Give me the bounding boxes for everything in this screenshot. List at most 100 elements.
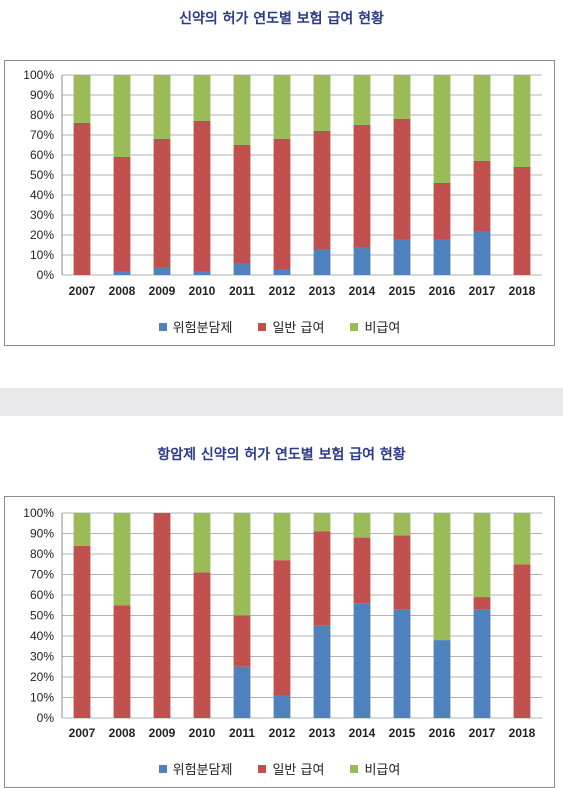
x-tick-label: 2011 bbox=[229, 284, 255, 298]
bar-segment-2018-series-3 bbox=[513, 75, 531, 167]
bar-segment-2014-series-1 bbox=[353, 247, 371, 275]
bar-segment-2017-series-1 bbox=[473, 231, 491, 275]
x-tick-label: 2008 bbox=[109, 284, 136, 298]
bar-segment-2012-series-1 bbox=[273, 269, 291, 275]
bar-segment-2014-series-3 bbox=[353, 513, 371, 538]
bar-segment-2016-series-1 bbox=[433, 640, 451, 718]
bar-segment-2011-series-2 bbox=[233, 145, 251, 263]
bar-segment-2012-series-2 bbox=[273, 560, 291, 696]
bar-segment-2009-series-3 bbox=[153, 75, 171, 139]
bar-segment-2010-series-1 bbox=[193, 271, 211, 275]
bar-segment-2013-series-2 bbox=[313, 531, 331, 626]
legend-label: 일반 급여 bbox=[272, 321, 325, 336]
bar-segment-2011-series-3 bbox=[233, 513, 251, 616]
y-tick-label: 10% bbox=[30, 691, 54, 705]
x-tick-label: 2018 bbox=[509, 726, 536, 740]
x-tick-label: 2008 bbox=[109, 726, 136, 740]
bar-segment-2017-series-2 bbox=[473, 597, 491, 610]
chart-frame: 0% 10% 20% 30% 40% 50% 60% 70% 80% 90% 100% 2007 200… bbox=[4, 496, 555, 788]
bar-segment-2010-series-2 bbox=[193, 572, 211, 718]
stacked-bar-chart: 0% 10% 20% 30% 40% 50% 60% 70% 80% 90% 100% 2007 200… bbox=[23, 506, 542, 740]
chart-title: 신약의 허가 연도별 보험 급여 현황 bbox=[179, 11, 384, 27]
bar-segment-2015-series-2 bbox=[393, 535, 411, 610]
x-tick-label: 2017 bbox=[469, 726, 496, 740]
legend-label: 위험분담제 bbox=[172, 763, 233, 778]
bar-segment-2008-series-2 bbox=[113, 605, 131, 718]
legend-label: 비급여 bbox=[364, 763, 401, 778]
legend-swatch bbox=[350, 764, 359, 773]
y-tick-label: 40% bbox=[30, 188, 54, 202]
chart-legend: 위험분담제 일반 급여 비급여 bbox=[5, 317, 554, 336]
x-tick-label: 2016 bbox=[429, 284, 456, 298]
y-tick-label: 60% bbox=[30, 588, 54, 602]
x-tick-label: 2007 bbox=[69, 284, 96, 298]
bar-segment-2013-series-2 bbox=[313, 131, 331, 249]
legend-swatch bbox=[350, 322, 359, 331]
bar-segment-2011-series-1 bbox=[233, 666, 251, 718]
legend-swatch bbox=[158, 322, 167, 331]
bar-segment-2016-series-3 bbox=[433, 75, 451, 183]
y-tick-label: 20% bbox=[30, 228, 54, 242]
legend-label: 비급여 bbox=[364, 321, 401, 336]
bar-segment-2010-series-3 bbox=[193, 75, 211, 121]
bar-segment-2008-series-3 bbox=[113, 513, 131, 606]
bar-segment-2009-series-2 bbox=[153, 139, 171, 267]
bar-segment-2011-series-1 bbox=[233, 263, 251, 275]
bar-segment-2008-series-1 bbox=[113, 271, 131, 275]
bar-segment-2007-series-2 bbox=[73, 545, 91, 718]
bar-segment-2015-series-3 bbox=[393, 75, 411, 119]
bar-segment-2018-series-2 bbox=[513, 167, 531, 275]
bar-segment-2010-series-2 bbox=[193, 121, 211, 271]
legend-swatch bbox=[158, 764, 167, 773]
x-tick-label: 2012 bbox=[269, 726, 296, 740]
legend-item-risk-sharing: 위험분담제 bbox=[158, 317, 232, 336]
bar-segment-2012-series-3 bbox=[273, 513, 291, 561]
x-tick-label: 2009 bbox=[149, 726, 176, 740]
x-tick-label: 2018 bbox=[509, 284, 536, 298]
bar-segment-2011-series-3 bbox=[233, 75, 251, 145]
stacked-bar-chart: 0% 10% 20% 30% 40% 50% 60% 70% 80% 90% 100% 2007 200… bbox=[23, 68, 542, 298]
bar-segment-2018-series-3 bbox=[513, 513, 531, 565]
x-tick-label: 2015 bbox=[389, 284, 416, 298]
bar-segment-2013-series-1 bbox=[313, 625, 331, 718]
x-tick-label: 2014 bbox=[349, 726, 376, 740]
bar-segment-2017-series-3 bbox=[473, 75, 491, 161]
bar-segment-2016-series-3 bbox=[433, 513, 451, 641]
bar-segment-2017-series-1 bbox=[473, 609, 491, 718]
x-tick-label: 2011 bbox=[229, 726, 255, 740]
bar-segment-2016-series-1 bbox=[433, 239, 451, 275]
bar-segment-2012-series-2 bbox=[273, 139, 291, 269]
y-tick-label: 0% bbox=[37, 268, 55, 282]
y-tick-label: 80% bbox=[30, 547, 54, 561]
x-tick-label: 2010 bbox=[189, 726, 216, 740]
y-tick-label: 90% bbox=[30, 527, 54, 541]
bar-segment-2014-series-1 bbox=[353, 603, 371, 718]
legend-item-general-coverage: 일반 급여 bbox=[258, 759, 324, 778]
x-tick-label: 2017 bbox=[469, 284, 496, 298]
y-tick-label: 80% bbox=[30, 108, 54, 122]
bar-segment-2012-series-1 bbox=[273, 695, 291, 718]
legend-item-risk-sharing: 위험분담제 bbox=[158, 759, 233, 778]
y-tick-label: 30% bbox=[30, 208, 54, 222]
bar-segment-2015-series-2 bbox=[393, 119, 411, 239]
legend-label: 일반 급여 bbox=[272, 763, 325, 778]
x-tick-label: 2014 bbox=[349, 284, 376, 298]
x-tick-label: 2015 bbox=[389, 726, 416, 740]
bar-segment-2008-series-3 bbox=[113, 75, 131, 157]
chart-panel-1: 신약의 허가 연도별 보험 급여 현황 0% 10% 20% 30% 40% 50% 60%… bbox=[0, 0, 563, 388]
chart-frame: 0% 10% 20% 30% 40% 50% 60% 70% 80% 90% 100% 2007 200… bbox=[4, 60, 555, 346]
y-tick-label: 10% bbox=[30, 248, 54, 262]
x-tick-label: 2009 bbox=[149, 284, 176, 298]
y-tick-label: 50% bbox=[30, 609, 54, 623]
bar-segment-2015-series-1 bbox=[393, 609, 411, 718]
bar-segment-2007-series-3 bbox=[73, 75, 91, 123]
bar-segment-2014-series-2 bbox=[353, 125, 371, 247]
bar-segment-2015-series-1 bbox=[393, 239, 411, 275]
bar-segment-2013-series-3 bbox=[313, 513, 331, 532]
x-tick-label: 2012 bbox=[269, 284, 296, 298]
bar-segment-2013-series-3 bbox=[313, 75, 331, 131]
bar-segment-2009-series-2 bbox=[153, 513, 171, 718]
bar-segment-2017-series-3 bbox=[473, 513, 491, 598]
x-tick-label: 2010 bbox=[189, 284, 216, 298]
bar-segment-2017-series-2 bbox=[473, 161, 491, 231]
